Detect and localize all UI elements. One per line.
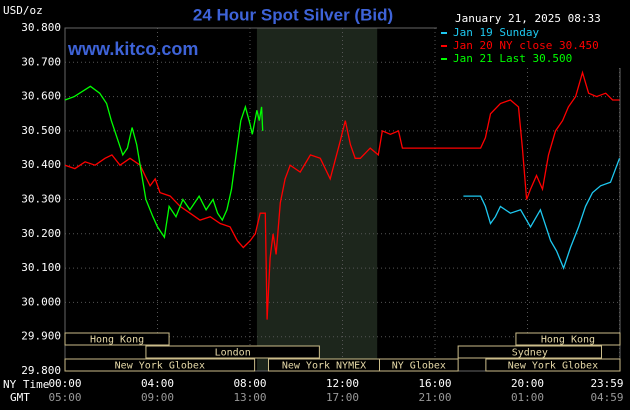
x-tick-label: 08:00: [233, 377, 266, 390]
session-box: [485, 358, 621, 372]
x-axis-name: GMT: [10, 391, 30, 404]
legend-label: Jan 20 NY close 30.450: [453, 39, 599, 52]
y-tick-label: 30.600: [21, 90, 61, 103]
y-tick-label: 30.800: [21, 21, 61, 34]
session-box: [379, 358, 459, 372]
gmt-tick-label: 09:00: [141, 391, 174, 404]
watermark: www.kitco.com: [67, 39, 198, 59]
y-tick-label: 30.500: [21, 124, 61, 137]
y-tick-label: 29.800: [21, 364, 61, 377]
x-tick-label: 04:00: [141, 377, 174, 390]
y-tick-label: 30.300: [21, 193, 61, 206]
session-label: New York Globex: [508, 361, 598, 372]
x-axis-name: NY Time: [3, 378, 49, 391]
price-line: [64, 85, 264, 239]
gmt-tick-label: 01:00: [511, 391, 544, 404]
price-line: [64, 70, 620, 320]
x-tick-label: 20:00: [511, 377, 544, 390]
session-label: New York Globex: [115, 361, 205, 372]
session-label: New York NYMEX: [282, 361, 366, 372]
x-tick-label: 23:59: [590, 377, 623, 390]
legend-label: Jan 19 Sunday: [453, 26, 539, 39]
y-tick-label: 30.100: [21, 261, 61, 274]
timestamp: January 21, 2025 08:33: [455, 12, 601, 25]
gmt-tick-label: 05:00: [48, 391, 81, 404]
session-label: NY Globex: [392, 361, 446, 372]
chart-title: 24 Hour Spot Silver (Bid): [193, 5, 393, 24]
session-box: [64, 358, 256, 372]
y-axis-label: USD/oz: [3, 4, 43, 17]
session-label: Sydney: [512, 348, 548, 359]
gmt-tick-label: 17:00: [326, 391, 359, 404]
session-box: [515, 332, 621, 346]
session-label: Hong Kong: [90, 335, 144, 346]
y-tick-label: 30.000: [21, 295, 61, 308]
gmt-tick-label: 13:00: [233, 391, 266, 404]
session-label: London: [215, 348, 251, 359]
y-tick-label: 30.700: [21, 55, 61, 68]
x-tick-label: 00:00: [48, 377, 81, 390]
x-tick-label: 16:00: [418, 377, 451, 390]
session-box: [64, 332, 170, 346]
x-tick-label: 12:00: [326, 377, 359, 390]
y-tick-label: 29.900: [21, 330, 61, 343]
y-tick-label: 30.200: [21, 227, 61, 240]
session-label: Hong Kong: [541, 335, 595, 346]
gmt-tick-label: 04:59: [590, 391, 623, 404]
price-line: [463, 158, 621, 270]
session-box: [145, 345, 320, 359]
y-tick-label: 30.400: [21, 158, 61, 171]
legend-box: [437, 10, 627, 68]
session-box: [457, 345, 602, 359]
gmt-tick-label: 21:00: [418, 391, 451, 404]
legend-label: Jan 21 Last 30.500: [453, 52, 572, 65]
